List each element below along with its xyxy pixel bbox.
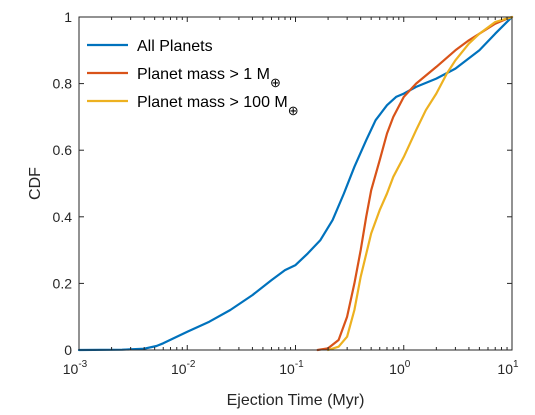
legend-label-1: All Planets bbox=[137, 38, 213, 55]
legend: All Planets Planet mass > 1 M⊕ Planet mass… bbox=[87, 38, 299, 118]
y-tick-label: 0.8 bbox=[53, 76, 73, 92]
x-axis-title: Ejection Time (Myr) bbox=[227, 392, 365, 409]
x-tick-label: 100 bbox=[389, 359, 411, 377]
y-tick-label: 0 bbox=[64, 342, 72, 358]
y-axis-ticks: 0 0.2 0.4 0.6 0.8 1 bbox=[53, 9, 512, 358]
x-tick-label: 10-3 bbox=[63, 359, 88, 377]
x-tick-label: 10-1 bbox=[279, 359, 304, 377]
y-tick-label: 1 bbox=[64, 9, 72, 25]
series-line-3 bbox=[327, 15, 514, 352]
y-tick-label: 0.6 bbox=[53, 142, 73, 158]
y-tick-label: 0.4 bbox=[53, 209, 73, 225]
x-tick-label: 101 bbox=[497, 359, 519, 377]
legend-label-2: Planet mass > 1 M⊕ bbox=[137, 66, 281, 90]
series-line-1 bbox=[77, 15, 514, 352]
plot-lines bbox=[77, 15, 514, 352]
y-axis-title: CDF bbox=[27, 167, 44, 200]
x-axis-ticks: 10-3 10-2 10-1 100 101 bbox=[63, 17, 519, 377]
legend-label-3: Planet mass > 100 M⊕ bbox=[137, 94, 299, 118]
y-tick-label: 0.2 bbox=[53, 275, 73, 291]
x-tick-label: 10-2 bbox=[171, 359, 196, 377]
